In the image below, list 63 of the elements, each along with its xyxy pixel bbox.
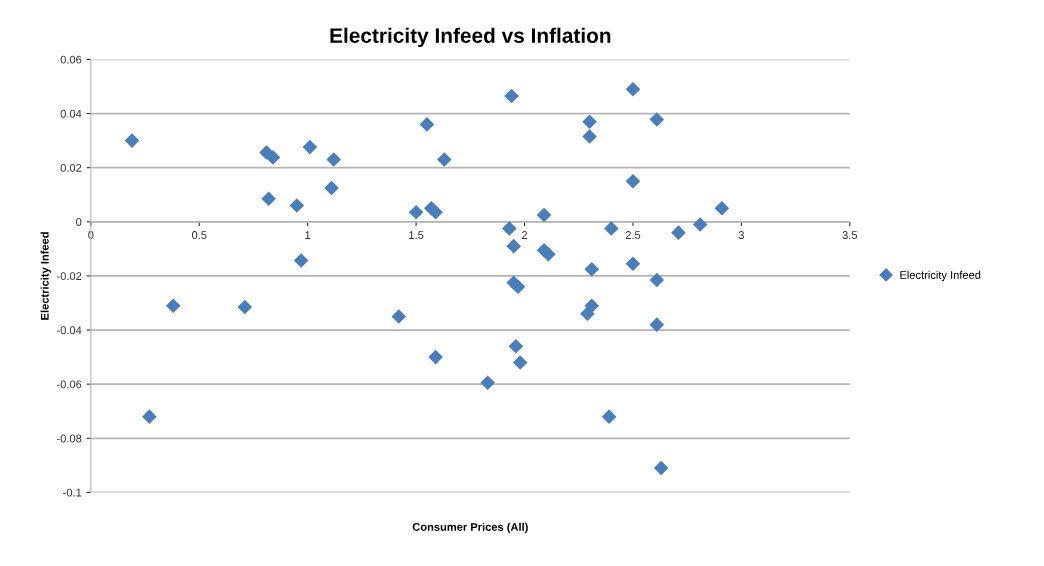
y-tick-label: 0 [76, 218, 82, 226]
point [536, 207, 552, 223]
point [265, 150, 281, 165]
point [714, 200, 730, 216]
point [142, 409, 157, 424]
x-tick-label: 2.5 [625, 231, 641, 239]
y-tick-label: -0.08 [56, 434, 82, 443]
point [124, 133, 140, 148]
point [580, 306, 595, 322]
point [541, 246, 556, 262]
point [506, 238, 521, 254]
point [480, 375, 495, 391]
x-axis-title: Consumer Prices (All) [412, 522, 528, 534]
point [625, 173, 641, 189]
point [428, 205, 443, 220]
point [649, 272, 665, 288]
x-tick-label: 2 [522, 231, 528, 239]
y-tick-label: 0.04 [60, 109, 82, 118]
point [625, 256, 641, 272]
point [603, 221, 619, 236]
point [165, 298, 181, 313]
point [289, 198, 305, 213]
point [512, 355, 528, 370]
point [326, 152, 341, 167]
y-tick-label: -0.1 [63, 488, 82, 497]
point [671, 225, 686, 240]
point [653, 460, 669, 476]
point [510, 279, 526, 295]
point [502, 221, 517, 236]
point [582, 114, 597, 129]
x-tick-label: 0 [88, 231, 94, 239]
y-tick-label: 0.02 [60, 163, 82, 172]
point [625, 81, 641, 97]
point [419, 117, 435, 132]
point [649, 317, 665, 332]
point [324, 180, 339, 196]
y-tick-label: -0.04 [56, 326, 82, 335]
point [237, 299, 253, 315]
point [582, 129, 597, 144]
point [584, 261, 600, 277]
y-tick-label: -0.02 [56, 272, 82, 281]
point [261, 191, 276, 207]
point [293, 253, 309, 268]
x-tick-label: 0.5 [191, 231, 207, 239]
point [508, 339, 524, 354]
y-axis-title: Electricity Infeed [40, 232, 51, 320]
point [408, 205, 424, 220]
point [504, 88, 519, 104]
x-tick-label: 3.5 [842, 231, 858, 239]
x-tick-label: 3 [738, 231, 744, 239]
point [601, 409, 617, 424]
y-tick-label: -0.06 [56, 380, 82, 389]
point [649, 112, 665, 127]
point [692, 217, 708, 232]
x-tick-label: 1.5 [409, 231, 424, 239]
y-tick-label: 0.06 [60, 55, 82, 64]
point [302, 139, 318, 155]
point [428, 349, 443, 365]
chart-title: Electricity Infeed vs Inflation [330, 27, 611, 48]
point [437, 152, 452, 167]
x-tick-label: 1 [305, 231, 311, 239]
legend-label: Electricity Infeed [900, 270, 981, 282]
point [391, 309, 407, 324]
